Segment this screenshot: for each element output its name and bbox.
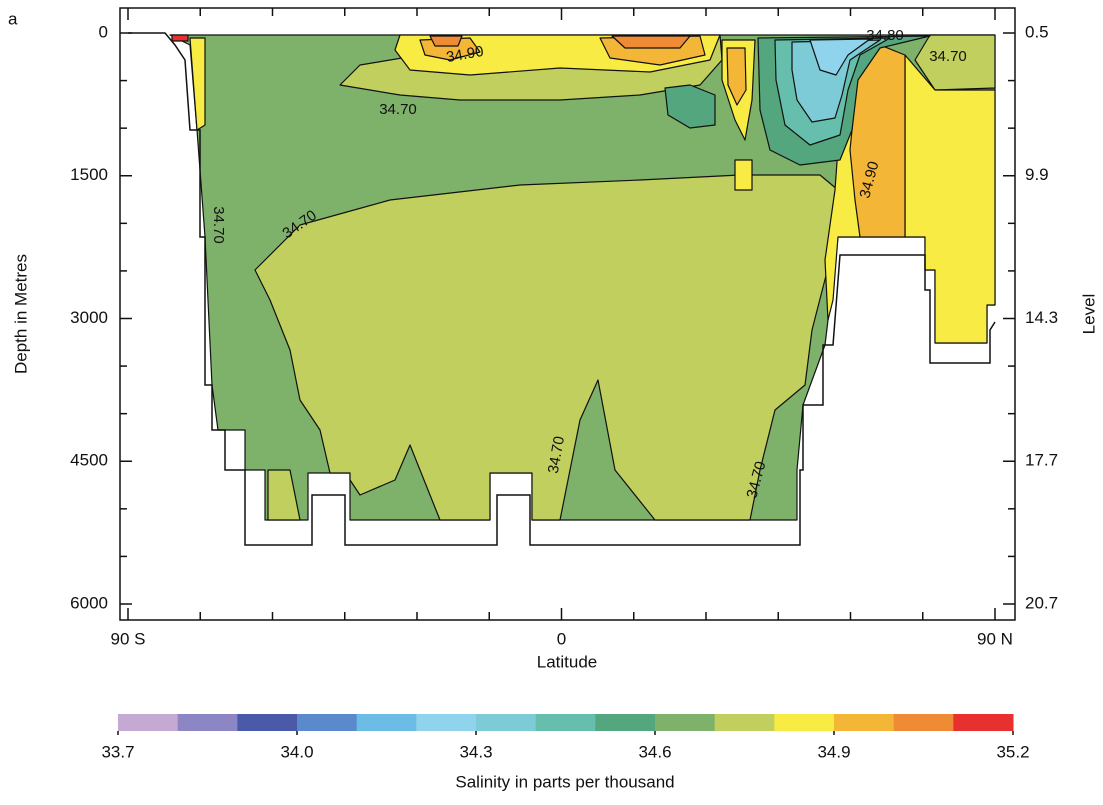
contour-fill <box>169 34 996 521</box>
contour-label: 34.80 <box>866 27 904 44</box>
region <box>267 469 301 521</box>
colorbar-swatch <box>953 714 1014 731</box>
y-axis-title: Depth in Metres <box>11 254 30 374</box>
x-axis-title: Latitude <box>537 652 598 671</box>
region <box>809 38 871 76</box>
region <box>791 39 881 123</box>
x-tick-label: 90 N <box>977 629 1013 648</box>
colorbar-swatch <box>237 714 298 731</box>
y-tick-label: 1500 <box>70 165 108 184</box>
colorbar-swatch <box>834 714 895 731</box>
colorbar-tick-label: 34.0 <box>280 742 313 761</box>
x-tick-label: 90 S <box>111 629 146 648</box>
region <box>914 34 996 91</box>
colorbar-swatch <box>714 714 775 731</box>
colorbar-tick-label: 34.3 <box>459 742 492 761</box>
colorbar-swatch <box>177 714 238 731</box>
y2-tick-label: 9.9 <box>1025 165 1049 184</box>
y2-axis-title: Level <box>1079 294 1098 335</box>
contour-label: 34.70 <box>379 101 417 118</box>
y-tick-label: 6000 <box>70 593 108 612</box>
region <box>189 37 206 131</box>
region <box>254 174 839 521</box>
colorbar-swatch <box>416 714 477 731</box>
y2-tick-label: 20.7 <box>1025 593 1058 612</box>
contour-label: 34.70 <box>210 206 227 244</box>
colorbar-tick-label: 35.2 <box>996 742 1029 761</box>
region <box>664 84 716 129</box>
y-tick-label: 3000 <box>70 308 108 327</box>
land-outline <box>128 32 996 546</box>
colorbar-swatch <box>655 714 716 731</box>
region <box>904 54 996 344</box>
region <box>726 47 747 106</box>
colorbar-swatch <box>535 714 596 731</box>
panel-label: a <box>8 9 18 28</box>
colorbar-swatch <box>774 714 835 731</box>
colorbar-swatch <box>476 714 537 731</box>
y-tick-label: 4500 <box>70 451 108 470</box>
colorbar-tick-label: 34.9 <box>817 742 850 761</box>
y2-tick-label: 14.3 <box>1025 308 1058 327</box>
contour-label: 34.90 <box>445 43 485 66</box>
plot-frame <box>119 7 1016 621</box>
region <box>734 159 753 191</box>
contour-label: 34.70 <box>545 435 568 475</box>
y-tick-label: 0 <box>99 22 108 41</box>
colorbar-tick-label: 33.7 <box>101 742 134 761</box>
y2-tick-label: 0.5 <box>1025 22 1049 41</box>
colorbar-swatch <box>893 714 954 731</box>
contour-label: 34.70 <box>929 48 967 65</box>
region <box>171 34 189 42</box>
colorbar-swatch <box>297 714 358 731</box>
colorbar-swatch <box>356 714 417 731</box>
y2-tick-label: 17.7 <box>1025 451 1058 470</box>
region <box>611 35 691 49</box>
colorbar-title: Salinity in parts per thousand <box>455 772 674 791</box>
colorbar-swatch <box>118 714 179 731</box>
colorbar-swatch <box>595 714 656 731</box>
x-tick-label: 0 <box>557 629 566 648</box>
region <box>429 35 463 47</box>
colorbar-tick-label: 34.6 <box>638 742 671 761</box>
